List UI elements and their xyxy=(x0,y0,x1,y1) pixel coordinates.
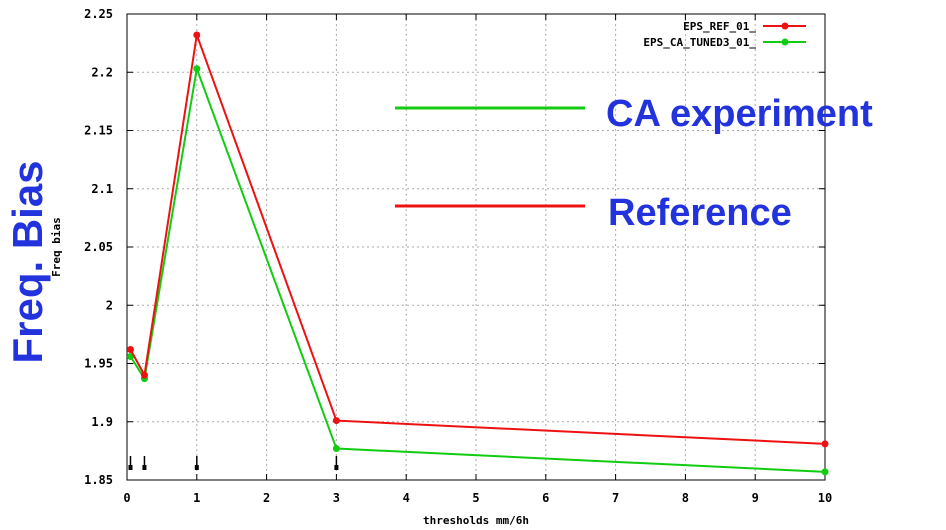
x-tick-label: 3 xyxy=(333,491,340,505)
grid-lines xyxy=(127,14,825,480)
x-tick-label: 0 xyxy=(123,491,130,505)
legend: EPS_REF_01_ EPS_CA_TUNED3_01_ xyxy=(643,20,806,49)
y-tick-label: 2.2 xyxy=(91,65,113,79)
y-tick-label: 1.95 xyxy=(84,357,113,371)
y-tick-label: 2 xyxy=(106,298,113,312)
threshold-marker-head xyxy=(194,465,199,470)
series-ref-point xyxy=(140,371,148,379)
x-tick-label: 6 xyxy=(542,491,549,505)
x-tick-label: 5 xyxy=(472,491,479,505)
legend-label-ref: EPS_REF_01_ xyxy=(683,20,756,33)
y-tick-label: 2.25 xyxy=(84,7,113,21)
x-axis-label: thresholds mm/6h xyxy=(423,514,529,527)
legend-marker-ref xyxy=(781,22,789,30)
x-tick-label: 2 xyxy=(263,491,270,505)
axis-ticks: 0 1 2 3 4 5 6 7 8 9 10 1.85 1.9 1.95 2 2.05 2.1 2.15 2.2 2.… xyxy=(84,7,832,505)
y-tick-label: 2.05 xyxy=(84,240,113,254)
x-tick-label: 8 xyxy=(682,491,689,505)
y-tick-label: 1.85 xyxy=(84,473,113,487)
series-ca-point xyxy=(332,445,340,453)
y-tick-label: 1.9 xyxy=(91,415,113,429)
big-y-label: Freq. Bias xyxy=(4,160,51,363)
series-ref-point xyxy=(193,31,201,39)
y-tick-label: 2.15 xyxy=(84,124,113,138)
series-ref-point xyxy=(126,346,134,354)
x-tick-label: 10 xyxy=(818,491,832,505)
series-ref-point xyxy=(821,440,829,448)
legend-label-ca: EPS_CA_TUNED3_01_ xyxy=(643,36,756,49)
annotation-ca-label: CA experiment xyxy=(606,93,873,135)
series-ca-point xyxy=(193,65,201,73)
threshold-marker-head xyxy=(334,465,339,470)
series-ca-point xyxy=(821,468,829,476)
x-tick-label: 7 xyxy=(612,491,619,505)
threshold-marker-head xyxy=(142,465,147,470)
x-tick-label: 9 xyxy=(752,491,759,505)
legend-marker-ca xyxy=(781,38,789,46)
threshold-markers xyxy=(128,456,339,470)
series-lines xyxy=(126,31,829,476)
y-tick-label: 2.1 xyxy=(91,182,113,196)
x-tick-label: 4 xyxy=(403,491,410,505)
annotation-ref-label: Reference xyxy=(608,192,792,234)
y-axis-label: Freq bias xyxy=(50,217,63,277)
x-tick-label: 1 xyxy=(193,491,200,505)
series-ref-point xyxy=(332,417,340,425)
threshold-marker-head xyxy=(128,465,133,470)
